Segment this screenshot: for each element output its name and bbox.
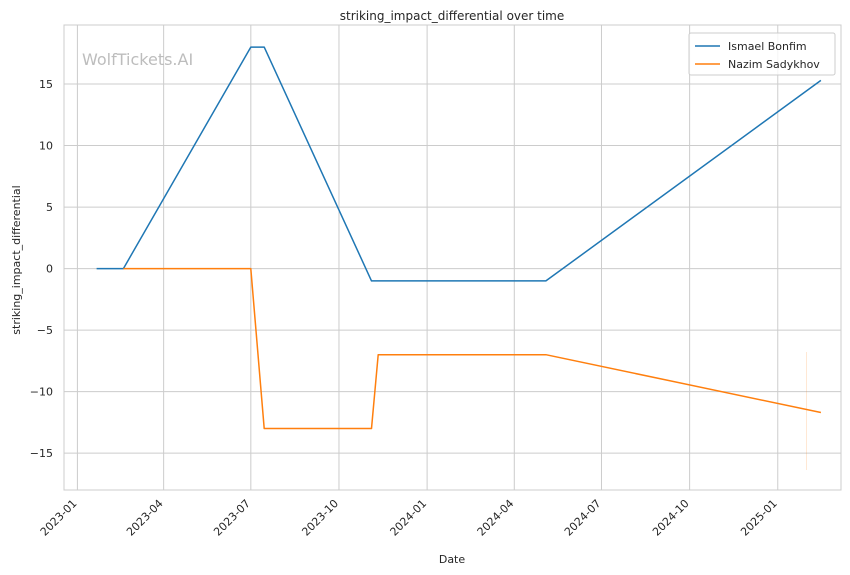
- series-line-1: [123, 267, 822, 430]
- chart-title: striking_impact_differential over time: [340, 9, 565, 23]
- series-layer: [96, 46, 822, 430]
- plot-frame: [63, 24, 842, 491]
- y-tick-label: 10: [39, 140, 53, 153]
- y-tick-label: 0: [46, 263, 53, 276]
- y-ticks: 15 10 5 0 −5 −10 −15: [30, 78, 53, 460]
- y-tick-label: −5: [37, 324, 53, 337]
- y-tick-label: −15: [30, 447, 53, 460]
- legend-box: [688, 32, 836, 76]
- x-axis-title: Date: [439, 553, 466, 566]
- legend-label-0: Ismael Bonfim: [728, 40, 807, 53]
- watermark: WolfTickets.AI: [82, 50, 193, 69]
- y-tick-label: −10: [30, 386, 53, 399]
- legend: Ismael Bonfim Nazim Sadykhov: [688, 32, 836, 76]
- y-tick-label: 15: [39, 78, 53, 91]
- y-axis-title: striking_impact_differential: [10, 185, 23, 334]
- legend-label-1: Nazim Sadykhov: [728, 58, 820, 71]
- y-tick-label: 5: [46, 201, 53, 214]
